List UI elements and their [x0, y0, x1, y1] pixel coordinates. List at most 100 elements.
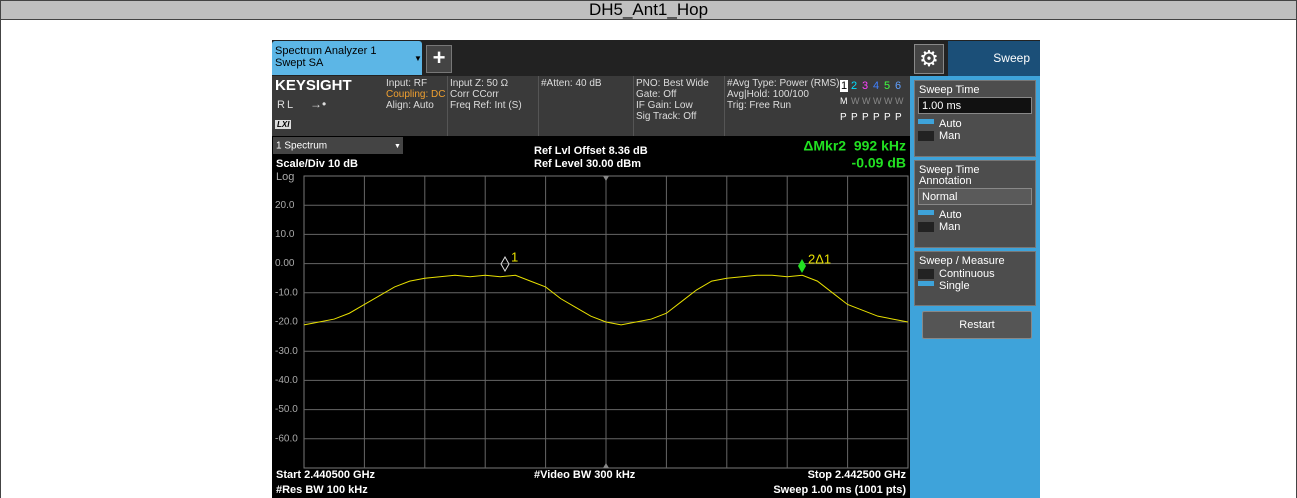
tab-line: Spectrum Analyzer 1 [275, 45, 377, 57]
radio-indicator[interactable] [918, 119, 934, 124]
y-tick-label: -30.0 [275, 346, 298, 357]
marker-delta: ΔMkr2 992 kHz [803, 138, 906, 154]
info-text: IF Gain: Low [636, 100, 693, 111]
scale: Scale/Div 10 dB [276, 158, 358, 170]
trace-detector: P [851, 112, 858, 123]
title: DH5_Ant1_Hop [588, 0, 709, 19]
video-bw: #Video BW 300 kHz [534, 469, 636, 481]
group-input[interactable]: Normal [918, 188, 1032, 205]
spectrum-window: 1 Spectrum ▼ Scale/Div 10 dB Log Ref Lvl… [272, 136, 910, 498]
separator [447, 76, 448, 136]
log: Log [276, 171, 294, 183]
info-text: PNO: Best Wide [636, 78, 709, 89]
settings-panel: Sweep Time 1.00 ms Auto Man Sweep Time Annota… [910, 76, 1040, 498]
trace-detector: P [884, 112, 891, 123]
start-freq: Start 2.440500 GHz [276, 469, 376, 481]
trace-number: 2 [851, 80, 858, 92]
trace [303, 274, 909, 326]
window-select[interactable] [273, 137, 403, 154]
y-tick-label: -40.0 [275, 375, 298, 386]
info-text: Sig Track: Off [636, 111, 697, 122]
brand: KEYSIGHT [275, 77, 352, 94]
radio-indicator[interactable] [918, 269, 934, 279]
radio-label: Man [939, 130, 961, 142]
trace-type: W [884, 96, 893, 106]
trace-detector: P [873, 112, 880, 123]
radio-indicator[interactable] [918, 222, 934, 232]
radio-label: Single [939, 280, 970, 292]
trace-detector: P [840, 112, 847, 123]
info-text: Trig: Free Run [727, 100, 792, 111]
radio-label: Auto [939, 118, 962, 130]
center-marker [603, 176, 609, 181]
sweep-tab[interactable]: Sweep [948, 41, 1040, 76]
input-arrow: →• [310, 97, 327, 111]
trace-number: 1 [840, 80, 849, 92]
rl: RL [277, 99, 296, 111]
y-tick-label: -10.0 [275, 287, 298, 298]
marker-label: 2Δ1 [808, 251, 831, 266]
menu-title: Sweep [993, 51, 1030, 65]
window-name: 1 Spectrum [276, 141, 327, 152]
settings-group: Sweep Time Annotation Normal Auto Man [914, 160, 1036, 248]
trace-type: W [873, 96, 882, 106]
separator [724, 76, 725, 136]
radio-indicator[interactable] [918, 131, 934, 141]
info-text: Avg|Hold: 100/100 [727, 89, 809, 100]
y-tick-label: -60.0 [275, 433, 298, 444]
group-title: Annotation [919, 175, 972, 187]
info-text: #Avg Type: Power (RMS) [727, 78, 840, 89]
measurement-tab[interactable]: Spectrum Analyzer 1 Swept SA ▼ [272, 41, 422, 75]
input-value: 1.00 ms [922, 100, 962, 112]
y-tick-label: -20.0 [275, 317, 298, 328]
dropdown-arrow: ▼ [414, 54, 422, 63]
marker-1 [500, 255, 510, 273]
group-input[interactable]: 1.00 ms [918, 97, 1032, 114]
trace-type: W [895, 96, 904, 106]
lxi: LXI [275, 120, 292, 129]
trace-number: 6 [895, 80, 902, 92]
marker-value: -0.09 dB [852, 155, 906, 171]
radio-label: Auto [939, 209, 962, 221]
res-bw: #Res BW 100 kHz [276, 484, 368, 496]
radio-label: Man [939, 221, 961, 233]
stop-freq: Stop 2.442500 GHz [808, 469, 907, 481]
y-tick-label: 0.00 [275, 258, 295, 269]
gear-button[interactable]: ⚙ [914, 44, 944, 74]
sweep-info: Sweep 1.00 ms (1001 pts) [773, 484, 906, 496]
trace-number: 5 [884, 80, 891, 92]
group-title: Sweep / Measure [919, 255, 1005, 267]
add-button[interactable]: + [426, 45, 452, 73]
dropdown-arrow: ▼ [394, 143, 401, 150]
info-text: Corr CCorr [450, 89, 499, 100]
separator [633, 76, 634, 136]
radio-indicator[interactable] [918, 281, 934, 286]
separator [538, 76, 539, 136]
button-label: Restart [959, 319, 995, 331]
trace-type: M [840, 96, 848, 106]
y-tick-label: 10.0 [275, 229, 295, 240]
radio-indicator[interactable] [918, 210, 934, 215]
trace-type: W [851, 96, 860, 106]
group-title: Sweep Time [919, 164, 980, 176]
trace-number: 3 [862, 80, 869, 92]
settings-group: Sweep / Measure Continuous Single [914, 251, 1036, 306]
info-text: Align: Auto [386, 100, 434, 111]
restart-button[interactable]: Restart [922, 311, 1032, 339]
ref-level: Ref Level 30.00 dBm [534, 158, 641, 170]
title-bar: DH5_Ant1_Hop [0, 0, 1297, 20]
trace-type: W [862, 96, 871, 106]
input-value: Normal [922, 191, 958, 203]
radio-label: Continuous [939, 268, 995, 280]
y-tick-label: 20.0 [275, 200, 295, 211]
settings-group: Sweep Time 1.00 ms Auto Man [914, 80, 1036, 157]
marker-label: 1 [511, 249, 518, 264]
trace-detector: P [862, 112, 869, 123]
ref-offset: Ref Lvl Offset 8.36 dB [534, 145, 648, 157]
trace-number: 4 [873, 80, 880, 92]
info-text: Coupling: DC [386, 89, 446, 100]
info-text: Input Z: 50 Ω [450, 78, 509, 89]
